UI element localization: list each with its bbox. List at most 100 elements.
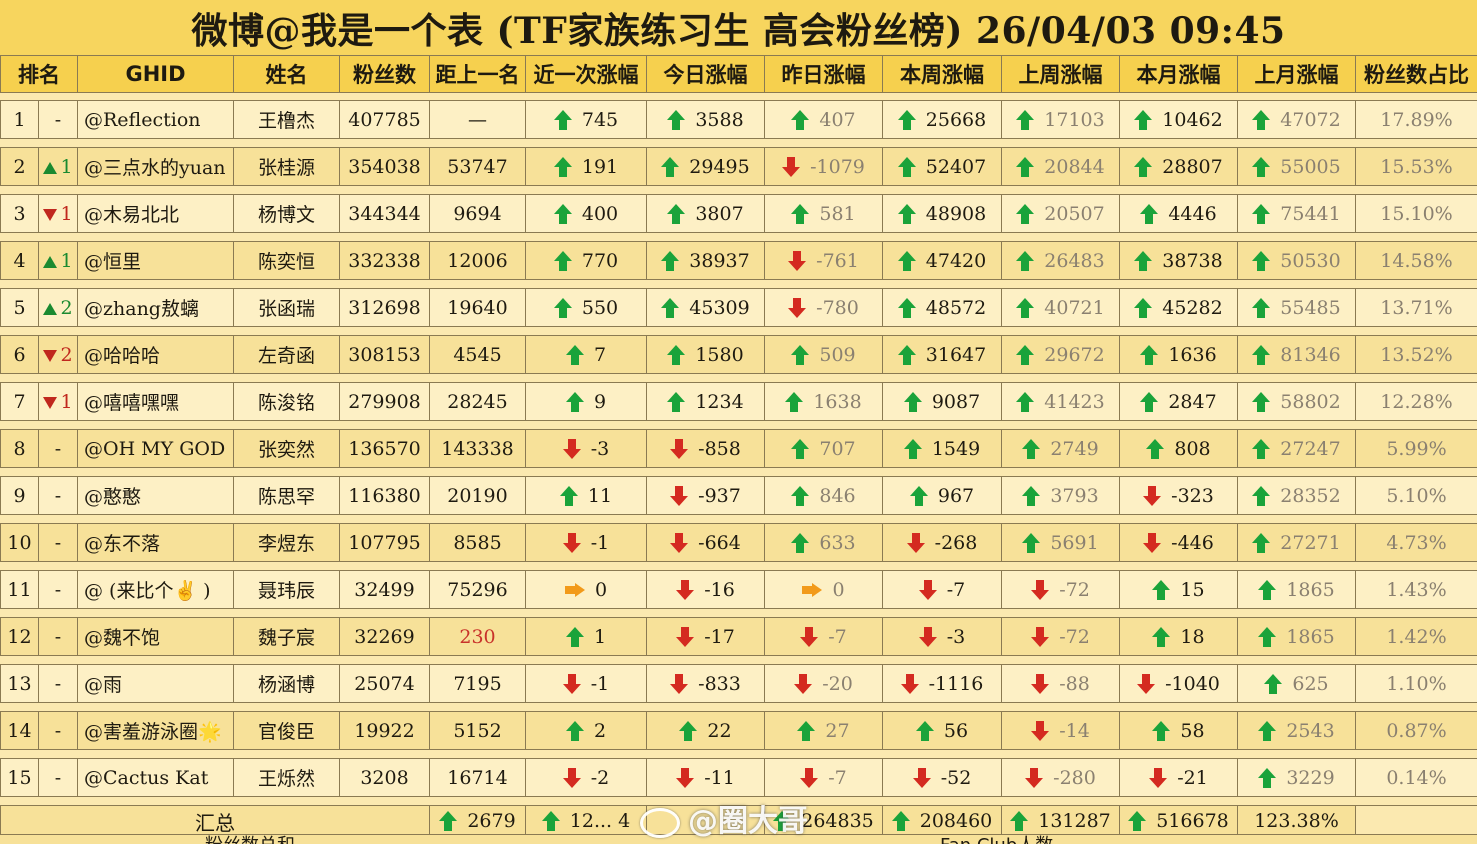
member-name-cell: 聂玮辰	[234, 571, 340, 609]
down-arrow-icon	[1025, 768, 1043, 788]
ghid-cell[interactable]: @憨憨	[78, 477, 234, 515]
ghid-cell[interactable]: @zhang敖螭	[78, 289, 234, 327]
up-arrow-icon	[797, 721, 815, 741]
down-arrow-icon	[676, 627, 694, 647]
up-arrow-icon	[1022, 533, 1040, 553]
header-recent[interactable]: 近一次涨幅	[526, 56, 647, 93]
ghid-cell[interactable]: @魏不饱	[78, 618, 234, 656]
yesterday-change-cell: 509	[765, 336, 883, 374]
ghid-cell[interactable]: @木易北北	[78, 195, 234, 233]
week-change-cell: -7	[883, 571, 1002, 609]
rank-cell: 2	[1, 148, 39, 186]
week-change-value: 48908	[926, 203, 986, 225]
gap-cell: 20190	[430, 477, 526, 515]
header-yesterday[interactable]: 昨日涨幅	[765, 56, 883, 93]
up-arrow-icon	[554, 110, 572, 130]
down-arrow-icon	[901, 674, 919, 694]
ghid-cell[interactable]: @Cactus Kat	[78, 759, 234, 797]
header-gap[interactable]: 距上一名	[430, 56, 526, 93]
up-arrow-icon	[791, 439, 809, 459]
header-lastweek[interactable]: 上周涨幅	[1002, 56, 1120, 93]
ghid-cell[interactable]: @ (来比个✌ )	[78, 571, 234, 609]
up-arrow-icon	[1252, 345, 1270, 365]
recent-change-cell: 770	[526, 242, 647, 280]
total-lastweek: 208460	[883, 806, 1002, 837]
fans-cell: 344344	[340, 195, 430, 233]
week-change-value: -3	[947, 626, 966, 648]
week-change-value: 25668	[926, 109, 986, 131]
ghid-cell[interactable]: @Reflection	[78, 101, 234, 139]
ghid-cell[interactable]: @东不落	[78, 524, 234, 562]
header-today[interactable]: 今日涨幅	[647, 56, 765, 93]
fan-ranking-table: 排名 GHID 姓名 粉丝数 距上一名 近一次涨幅 今日涨幅 昨日涨幅 本周涨幅…	[0, 55, 1477, 837]
ghid-cell[interactable]: @OH MY GOD	[78, 430, 234, 468]
down-arrow-icon	[563, 533, 581, 553]
share-cell: 1.10%	[1356, 665, 1477, 703]
up-arrow-icon	[785, 392, 803, 412]
today-change-value: -858	[698, 438, 741, 460]
header-lastmonth[interactable]: 上月涨幅	[1238, 56, 1356, 93]
up-arrow-icon	[1140, 204, 1158, 224]
up-arrow-icon	[667, 345, 685, 365]
ghid-cell[interactable]: @雨	[78, 665, 234, 703]
header-week[interactable]: 本周涨幅	[883, 56, 1002, 93]
ghid-cell[interactable]: @三点水的yuan	[78, 148, 234, 186]
member-name-cell: 张奕然	[234, 430, 340, 468]
row-gap	[1, 139, 1477, 148]
fans-cell: 279908	[340, 383, 430, 421]
header-rank[interactable]: 排名	[1, 56, 78, 93]
ghid-cell[interactable]: @恒里	[78, 242, 234, 280]
month-change-cell: 15	[1120, 571, 1238, 609]
week-change-value: 31647	[926, 344, 986, 366]
week-change-value: 48572	[926, 297, 986, 319]
today-change-cell: -11	[647, 759, 765, 797]
today-change-cell: 1234	[647, 383, 765, 421]
up-arrow-icon	[1264, 674, 1282, 694]
recent-change-cell: 0	[526, 571, 647, 609]
up-arrow-icon	[1016, 110, 1034, 130]
header-fans[interactable]: 粉丝数	[340, 56, 430, 93]
today-change-cell: -17	[647, 618, 765, 656]
ghid-cell[interactable]: @害羞游泳圈🌟	[78, 712, 234, 750]
today-change-value: 1234	[695, 391, 743, 413]
down-arrow-icon	[788, 298, 806, 318]
header-share[interactable]: 粉丝数占比	[1356, 56, 1477, 93]
lastweek-change-value: 40721	[1044, 297, 1104, 319]
today-change-cell: 45309	[647, 289, 765, 327]
up-arrow-icon	[916, 721, 934, 741]
today-change-value: -16	[704, 579, 735, 601]
up-arrow-icon	[439, 811, 457, 831]
header-name[interactable]: 姓名	[234, 56, 340, 93]
up-arrow-icon	[542, 811, 560, 831]
fans-cell: 116380	[340, 477, 430, 515]
ghid-cell[interactable]: @哈哈哈	[78, 336, 234, 374]
down-arrow-icon	[794, 674, 812, 694]
header-month[interactable]: 本月涨幅	[1120, 56, 1238, 93]
total-lastmonth: 516678	[1120, 806, 1238, 837]
up-arrow-icon	[791, 110, 809, 130]
lastweek-change-value: -280	[1053, 767, 1096, 789]
down-arrow-icon	[1149, 768, 1167, 788]
month-change-cell: -323	[1120, 477, 1238, 515]
member-name-cell: 陈浚铭	[234, 383, 340, 421]
header-ghid[interactable]: GHID	[78, 56, 234, 93]
ghid-cell[interactable]: @嘻嘻嘿嘿	[78, 383, 234, 421]
up-arrow-icon	[1258, 768, 1276, 788]
up-arrow-icon	[1252, 486, 1270, 506]
recent-change-value: 9	[594, 391, 606, 413]
